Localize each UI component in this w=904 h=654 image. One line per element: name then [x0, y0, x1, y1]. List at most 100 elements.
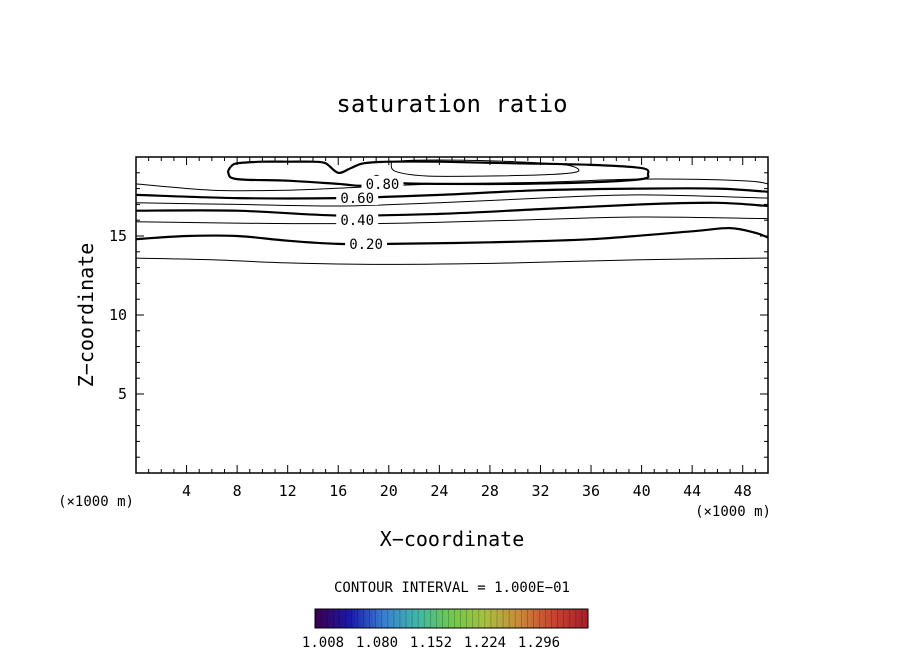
colorbar-cell — [584, 609, 589, 628]
colorbar-cell — [321, 609, 325, 628]
colorbar-cell — [384, 609, 389, 628]
colorbar-cell — [372, 609, 377, 628]
colorbar-cell — [469, 609, 474, 628]
contour-label-bg — [336, 212, 379, 228]
colorbar-cell — [324, 609, 328, 628]
colorbar-cell — [554, 609, 559, 628]
colorbar-cell — [475, 609, 480, 628]
colorbar-tick-label: 1.152 — [410, 635, 452, 651]
colorbar-tick-label: 1.296 — [518, 635, 560, 651]
colorbar-cell — [533, 609, 537, 628]
contour-line-0-1 — [135, 257, 769, 265]
colorbar-cell — [390, 609, 395, 628]
contour-line-0-4 — [135, 201, 769, 217]
colorbar-cell — [393, 609, 398, 628]
colorbar-cell — [457, 609, 461, 628]
x-tick-label: 4 — [182, 482, 191, 500]
colorbar-cell — [527, 609, 531, 628]
colorbar-cell — [342, 609, 346, 628]
contour-label: 0.80 — [366, 177, 400, 193]
x-tick-label: 20 — [380, 482, 398, 500]
colorbar-cell — [530, 609, 534, 628]
colorbar-cell — [339, 609, 343, 628]
colorbar-cell — [563, 609, 568, 628]
x-tick-label: 8 — [233, 482, 242, 500]
y-tick-label: 5 — [118, 385, 127, 403]
colorbar-cell — [578, 609, 583, 628]
colorbar-cell — [493, 609, 498, 628]
contour-label: 0.60 — [340, 191, 374, 207]
colorbar-cell — [396, 609, 401, 628]
x-tick-label: 32 — [531, 482, 549, 500]
colorbar-cell — [412, 609, 416, 628]
y-axis-label: Z−coordinate — [74, 243, 98, 388]
x-axis-label: X−coordinate — [380, 527, 525, 551]
colorbar-cell — [503, 609, 507, 628]
contour-line-0-8 — [226, 160, 650, 187]
colorbar-cell — [524, 609, 528, 628]
colorbar-cell — [515, 609, 519, 628]
contour-interval-note: CONTOUR INTERVAL = 1.000E−01 — [334, 580, 570, 596]
contour-line-0-5 — [135, 194, 769, 207]
contour-line-0-3 — [135, 216, 769, 225]
colorbar-cell — [551, 609, 556, 628]
x-tick-label: 12 — [279, 482, 297, 500]
colorbar-cell — [521, 609, 525, 628]
colorbar-cell — [569, 609, 574, 628]
colorbar-cell — [445, 609, 449, 628]
contour-label-bg — [336, 190, 379, 206]
colorbar-cell — [418, 609, 422, 628]
colorbar-cell — [315, 609, 319, 628]
colorbar-cell — [406, 609, 410, 628]
colorbar-cell — [454, 609, 458, 628]
y-axis-unit: (×1000 m) — [58, 494, 134, 510]
colorbar-cell — [427, 609, 431, 628]
colorbar-cell — [490, 609, 495, 628]
x-axis-ticks: 4 8 12 16 20 24 28 32 36 40 44 48 — [148, 157, 756, 500]
contour-line-0-9 — [390, 159, 580, 177]
colorbar-cell — [463, 609, 468, 628]
x-tick-label: 40 — [633, 482, 651, 500]
colorbar-cell — [466, 609, 471, 628]
colorbar-cell — [360, 609, 364, 628]
colorbar-cell — [497, 609, 501, 628]
colorbar-cell — [509, 609, 513, 628]
colorbar-cell — [433, 609, 437, 628]
x-tick-label: 24 — [430, 482, 448, 500]
colorbar-cell — [415, 609, 419, 628]
colorbar-cell — [472, 609, 477, 628]
colorbar-cell — [357, 609, 361, 628]
colorbar-cell — [378, 609, 383, 628]
colorbar-tick-label: 1.224 — [464, 635, 506, 651]
y-tick-label: 15 — [109, 227, 127, 245]
colorbar-cell — [366, 609, 370, 628]
colorbar-cell — [518, 609, 522, 628]
colorbar-cell — [351, 609, 355, 628]
colorbar-cell — [487, 609, 492, 628]
colorbar-cell — [336, 609, 340, 628]
colorbar-cell — [560, 609, 565, 628]
colorbar-cell — [439, 609, 443, 628]
colorbar-cell — [409, 609, 413, 628]
colorbar-cell — [500, 609, 504, 628]
colorbar-cell — [542, 609, 546, 628]
colorbar-cell — [424, 609, 428, 628]
colorbar-cell — [451, 609, 455, 628]
colorbar-cell — [318, 609, 322, 628]
x-tick-label: 48 — [734, 482, 752, 500]
colorbar-cell — [327, 609, 331, 628]
colorbar-cell — [548, 609, 552, 628]
contour-label-bg — [345, 235, 388, 251]
colorbar-labels: 1.008 1.080 1.152 1.224 1.296 — [302, 635, 560, 651]
colorbar-cell — [345, 609, 349, 628]
colorbar-cell — [581, 609, 586, 628]
colorbar-frame — [314, 608, 589, 629]
contour-line-0-2 — [135, 226, 769, 246]
colorbar-cell — [481, 609, 486, 628]
colorbar-cell — [478, 609, 483, 628]
x-tick-label: 36 — [582, 482, 600, 500]
contour-label: 0.40 — [340, 213, 374, 229]
chart-title: saturation ratio — [336, 90, 567, 118]
y-axis-ticks: 5 10 15 — [109, 172, 768, 458]
